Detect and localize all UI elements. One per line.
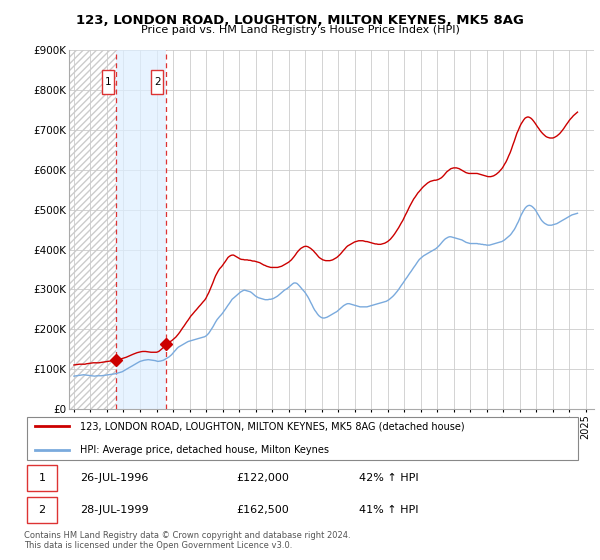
Text: Contains HM Land Registry data © Crown copyright and database right 2024.
This d: Contains HM Land Registry data © Crown c…	[24, 531, 350, 550]
Text: 28-JUL-1999: 28-JUL-1999	[80, 505, 148, 515]
Text: Price paid vs. HM Land Registry's House Price Index (HPI): Price paid vs. HM Land Registry's House …	[140, 25, 460, 35]
Bar	[69, 50, 116, 409]
FancyBboxPatch shape	[151, 71, 163, 94]
Text: HPI: Average price, detached house, Milton Keynes: HPI: Average price, detached house, Milt…	[80, 445, 329, 455]
Text: £122,000: £122,000	[236, 473, 289, 483]
Text: 123, LONDON ROAD, LOUGHTON, MILTON KEYNES, MK5 8AG (detached house): 123, LONDON ROAD, LOUGHTON, MILTON KEYNE…	[80, 421, 464, 431]
Text: 26-JUL-1996: 26-JUL-1996	[80, 473, 148, 483]
Text: 2: 2	[154, 77, 161, 87]
FancyBboxPatch shape	[27, 417, 578, 460]
Text: 1: 1	[38, 473, 46, 483]
Text: 1: 1	[104, 77, 111, 87]
Text: 41% ↑ HPI: 41% ↑ HPI	[359, 505, 418, 515]
Text: £162,500: £162,500	[236, 505, 289, 515]
Text: 2: 2	[38, 505, 46, 515]
Text: 123, LONDON ROAD, LOUGHTON, MILTON KEYNES, MK5 8AG: 123, LONDON ROAD, LOUGHTON, MILTON KEYNE…	[76, 14, 524, 27]
Text: 42% ↑ HPI: 42% ↑ HPI	[359, 473, 418, 483]
FancyBboxPatch shape	[101, 71, 114, 94]
FancyBboxPatch shape	[27, 465, 58, 491]
FancyBboxPatch shape	[27, 497, 58, 523]
Bar	[116, 50, 166, 409]
